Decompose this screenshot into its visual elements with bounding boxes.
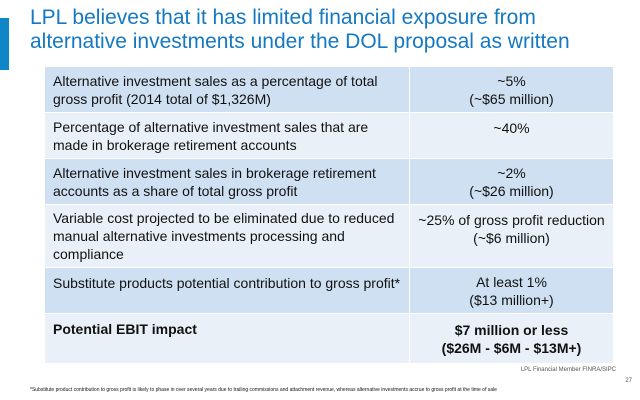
row-label: Alternative investment sales in brokerag… <box>44 158 410 205</box>
table-row: Percentage of alternative investment sal… <box>44 112 614 159</box>
row-label: Potential EBIT impact <box>44 313 410 364</box>
value-line-1: At least 1% <box>476 273 547 290</box>
value-line-1: ~2% <box>497 164 526 181</box>
table-row: Alternative investment sales in brokerag… <box>44 158 614 205</box>
row-value: $7 million or less ($26M - $6M - $13M+) <box>409 313 614 364</box>
table-row: Alternative investment sales as a percen… <box>44 66 614 113</box>
firm-disclosure: LPL Financial Member FINRA/SIPC <box>520 367 616 373</box>
value-line-2: (~$6 million) <box>473 230 550 246</box>
row-value: ~40% <box>409 112 614 159</box>
value-line-2: ($26M - $6M - $13M+) <box>441 339 582 356</box>
value-line-2: (~$65 million) <box>469 90 554 107</box>
row-label: Substitute products potential contributi… <box>44 267 410 314</box>
page-number: 27 <box>625 378 632 384</box>
row-value: ~25% of gross profit reduction (~$6 mill… <box>409 204 614 268</box>
value-line-1: ~40% <box>493 120 530 136</box>
value-line-1: $7 million or less <box>454 321 569 338</box>
value-line-2: (~$26 million) <box>469 182 554 199</box>
exposure-table: Alternative investment sales as a percen… <box>44 66 614 364</box>
row-label: Alternative investment sales as a percen… <box>44 66 410 113</box>
footnote: *Substitute product contribution to gros… <box>30 387 497 393</box>
row-label: Variable cost projected to be eliminated… <box>44 204 410 268</box>
table-row: Substitute products potential contributi… <box>44 267 614 314</box>
row-value: ~5% (~$65 million) <box>409 66 614 113</box>
value-line-1: ~25% of gross profit reduction <box>418 212 605 228</box>
accent-bar <box>0 18 9 70</box>
value-line-2: ($13 million+) <box>469 291 554 308</box>
row-value: At least 1% ($13 million+) <box>409 267 614 314</box>
row-value: ~2% (~$26 million) <box>409 158 614 205</box>
row-label: Percentage of alternative investment sal… <box>44 112 410 159</box>
value-line-1: ~5% <box>497 72 526 89</box>
table-row: Variable cost projected to be eliminated… <box>44 204 614 268</box>
table-row: Potential EBIT impact $7 million or less… <box>44 313 614 364</box>
slide-title: LPL believes that it has limited financi… <box>30 6 570 53</box>
